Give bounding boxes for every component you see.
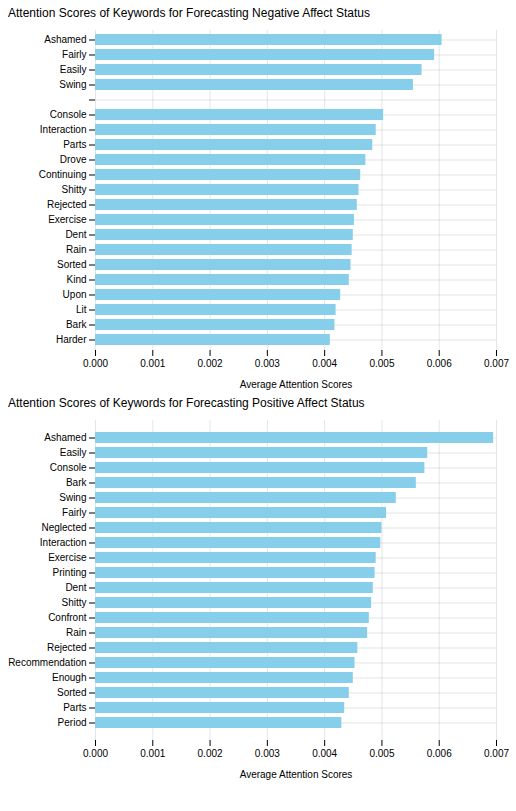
svg-text:Swing: Swing (59, 79, 86, 90)
svg-text:Neglected: Neglected (41, 522, 86, 533)
svg-text:Dent: Dent (65, 582, 86, 593)
svg-text:0.000: 0.000 (83, 748, 108, 759)
svg-text:Ashamed: Ashamed (44, 34, 86, 45)
svg-text:0.005: 0.005 (369, 748, 394, 759)
svg-text:Harder: Harder (56, 334, 87, 345)
svg-text:Easily: Easily (60, 447, 87, 458)
svg-text:Kind: Kind (66, 274, 86, 285)
svg-text:Shitty: Shitty (61, 184, 86, 195)
svg-text:0.000: 0.000 (83, 358, 108, 369)
svg-text:Shitty: Shitty (61, 597, 86, 608)
svg-text:Console: Console (50, 109, 87, 120)
svg-text:0.003: 0.003 (255, 358, 280, 369)
svg-text:Exercise: Exercise (48, 552, 87, 563)
html-text:Attention Scores of Keywords f: Attention Scores of Keywords for Forecas… (8, 6, 370, 20)
svg-text:Sorted: Sorted (57, 687, 86, 698)
svg-text:Rejected: Rejected (47, 642, 86, 653)
svg-text:Rain: Rain (66, 244, 87, 255)
svg-text:Bark: Bark (66, 319, 88, 330)
svg-text:Confront: Confront (48, 612, 87, 623)
svg-text:0.003: 0.003 (255, 748, 280, 759)
svg-text:Console: Console (50, 462, 87, 473)
svg-text:Printing: Printing (53, 567, 87, 578)
svg-text:0.006: 0.006 (427, 358, 452, 369)
svg-text:0.001: 0.001 (140, 358, 165, 369)
svg-text:0.007: 0.007 (484, 748, 509, 759)
svg-text:Bark: Bark (66, 477, 88, 488)
svg-text:0.007: 0.007 (484, 358, 509, 369)
svg-text:Average Attention Scores: Average Attention Scores (240, 379, 353, 390)
svg-text:Fairly: Fairly (62, 49, 86, 60)
svg-text:0.001: 0.001 (140, 748, 165, 759)
svg-text:Fairly: Fairly (62, 507, 86, 518)
svg-text:Recommendation: Recommendation (8, 657, 86, 668)
svg-text:Rejected: Rejected (47, 199, 86, 210)
svg-text:Drove: Drove (60, 154, 87, 165)
svg-text:Lit: Lit (76, 304, 87, 315)
svg-text:0.004: 0.004 (312, 358, 337, 369)
svg-text:Exercise: Exercise (48, 214, 87, 225)
svg-text:0.005: 0.005 (369, 358, 394, 369)
svg-text:Enough: Enough (52, 672, 86, 683)
svg-text:Ashamed: Ashamed (44, 432, 86, 443)
svg-text:Swing: Swing (59, 492, 86, 503)
svg-text:0.002: 0.002 (198, 748, 223, 759)
svg-text:Period: Period (58, 717, 87, 728)
svg-text:Interaction: Interaction (40, 537, 87, 548)
svg-text:Easily: Easily (60, 64, 87, 75)
svg-text:Upon: Upon (63, 289, 87, 300)
svg-text:Sorted: Sorted (57, 259, 86, 270)
svg-text:0.004: 0.004 (312, 748, 337, 759)
svg-text:Rain: Rain (66, 627, 87, 638)
svg-text:0.006: 0.006 (427, 748, 452, 759)
svg-text:Average Attention Scores: Average Attention Scores (240, 769, 353, 780)
html-text:Attention Scores of Keywords f: Attention Scores of Keywords for Forecas… (8, 396, 365, 410)
svg-text:Parts: Parts (63, 702, 86, 713)
svg-text:Dent: Dent (65, 229, 86, 240)
svg-text:Parts: Parts (63, 139, 86, 150)
svg-text:0.002: 0.002 (198, 358, 223, 369)
svg-text:Continuing: Continuing (39, 169, 87, 180)
svg-text:Interaction: Interaction (40, 124, 87, 135)
